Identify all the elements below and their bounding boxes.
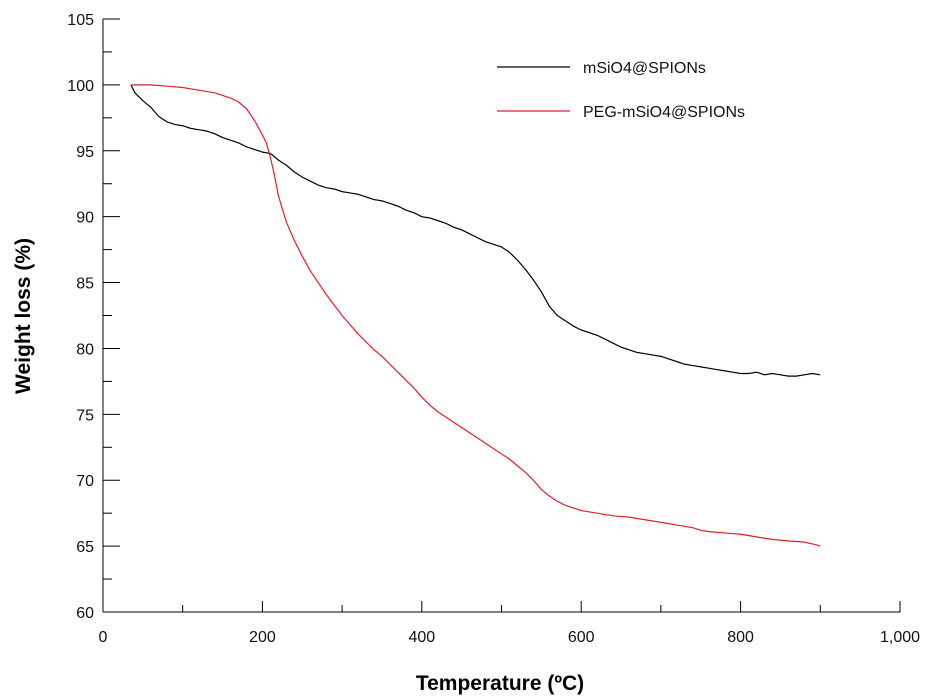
series-line-2 [130,84,821,547]
y-tick-label: 70 [76,473,94,490]
y-tick-label: 75 [76,407,94,424]
x-tick-label: 800 [727,629,754,646]
y-tick-label: 80 [76,341,94,358]
legend-label-2: PEG-mSiO4@SPIONs [583,104,745,121]
series-line-1 [130,84,821,377]
y-tick-label: 85 [76,276,94,293]
x-tick-label: 200 [249,629,276,646]
legend: mSiO4@SPIONs PEG-mSiO4@SPIONs [497,60,745,121]
legend-label-1: mSiO4@SPIONs [583,60,706,77]
x-tick-label: 0 [99,629,108,646]
y-tick-label: 95 [76,144,94,161]
y-axis: 60 65 70 75 80 85 90 95 100 105 [67,12,120,622]
y-tick-label: 100 [67,78,94,95]
y-tick-label: 60 [76,605,94,622]
y-axis-title: Weight loss (%) [12,238,35,394]
y-tick-label: 90 [76,210,94,227]
series-layer [130,84,821,547]
y-tick-label: 105 [67,12,94,29]
x-tick-label: 600 [568,629,595,646]
x-axis-title: Temperature (ºC) [416,672,584,695]
x-tick-label: 1,000 [880,629,920,646]
y-tick-label: 65 [76,539,94,556]
x-axis: 0 200 400 600 800 1,000 [99,601,920,646]
x-tick-label: 400 [408,629,435,646]
